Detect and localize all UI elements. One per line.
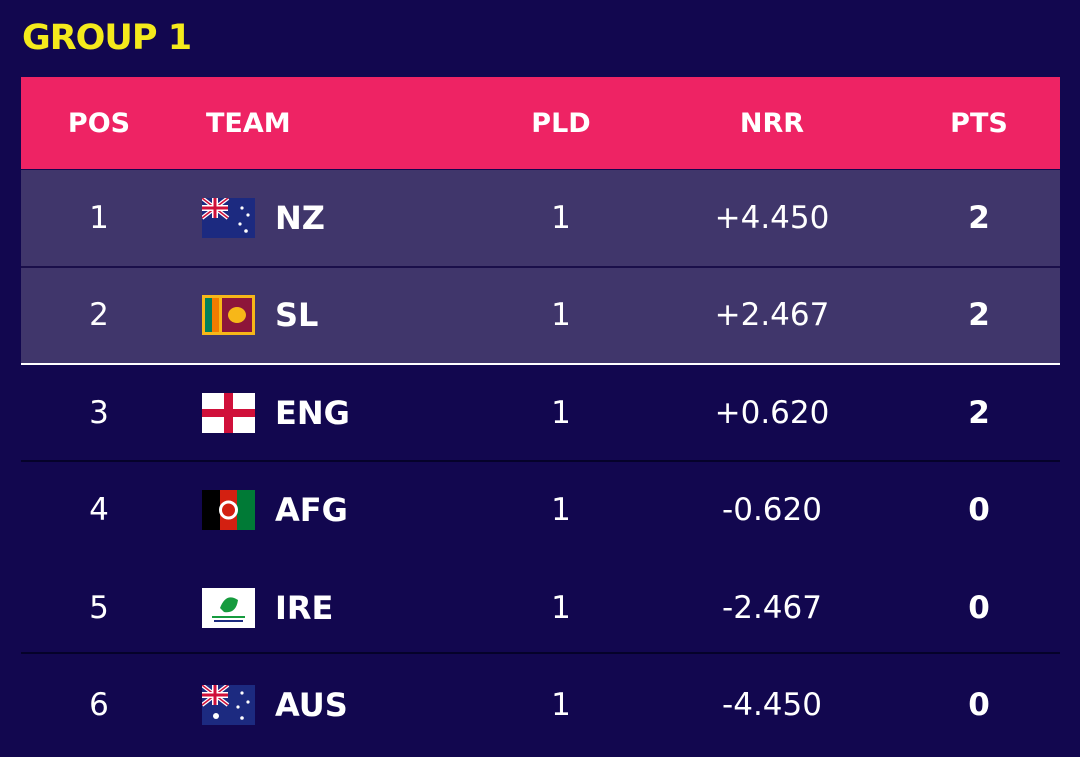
header-cell: POS xyxy=(67,107,131,139)
team-name: SL xyxy=(275,296,319,335)
net-run-rate: +2.467 xyxy=(714,297,830,334)
position: 5 xyxy=(89,589,109,626)
points: 2 xyxy=(968,200,990,236)
played: 1 xyxy=(551,589,571,626)
points: 2 xyxy=(968,394,990,431)
points: 0 xyxy=(968,492,990,529)
group-title: GROUP 1 xyxy=(22,18,192,58)
table-header: POS TEAM PLD NRR PTS xyxy=(21,77,1060,169)
team-name: AFG xyxy=(275,491,348,530)
points: 0 xyxy=(968,589,990,626)
team-flag xyxy=(200,683,255,729)
row-separator xyxy=(21,363,1060,365)
team-name: ENG xyxy=(275,393,350,432)
header-cell: NRR xyxy=(739,107,805,139)
row-separator xyxy=(21,652,1060,654)
points: 0 xyxy=(968,687,990,723)
played: 1 xyxy=(551,394,571,431)
net-run-rate: -2.467 xyxy=(722,589,822,626)
flag-icon xyxy=(200,683,255,725)
team-flag xyxy=(202,295,255,339)
flag-icon xyxy=(202,587,255,628)
row-separator xyxy=(21,266,1060,268)
position: 2 xyxy=(89,297,109,334)
flag-icon xyxy=(200,196,255,238)
played: 1 xyxy=(551,687,571,723)
table-row: 5 IRE 1 -2.467 0 xyxy=(21,560,1060,656)
position: 4 xyxy=(89,492,109,529)
played: 1 xyxy=(551,492,571,529)
header-cell: PTS xyxy=(950,107,1008,139)
table-row: 4 AFG 1 -0.620 0 xyxy=(21,462,1060,558)
played: 1 xyxy=(551,297,571,334)
team-name: IRE xyxy=(275,588,334,627)
header-cell: TEAM xyxy=(206,107,291,139)
team-name: AUS xyxy=(275,686,348,724)
position: 3 xyxy=(89,394,109,431)
position: 1 xyxy=(89,200,109,236)
net-run-rate: +4.450 xyxy=(714,200,830,236)
header-cell: PLD xyxy=(531,107,591,139)
position: 6 xyxy=(89,687,109,723)
net-run-rate: -0.620 xyxy=(722,492,822,529)
flag-icon xyxy=(202,295,255,336)
points: 2 xyxy=(968,297,990,334)
table-row: 2 SL 1 +2.467 2 xyxy=(21,267,1060,364)
table-row: 3 ENG 1 +0.620 2 xyxy=(21,365,1060,461)
team-flag xyxy=(202,587,255,632)
team-flag xyxy=(202,490,255,534)
row-separator xyxy=(21,460,1060,462)
team-name: NZ xyxy=(275,199,325,237)
flag-icon xyxy=(202,490,255,531)
net-run-rate: -4.450 xyxy=(722,687,822,723)
table-row: 1 NZ 1 +4.450 2 xyxy=(21,170,1060,266)
net-run-rate: +0.620 xyxy=(714,394,830,431)
team-flag xyxy=(202,392,255,437)
played: 1 xyxy=(551,200,571,236)
table-row: 6 AUS 1 -4.450 0 xyxy=(21,657,1060,753)
flag-icon xyxy=(202,392,255,433)
team-flag xyxy=(200,196,255,242)
